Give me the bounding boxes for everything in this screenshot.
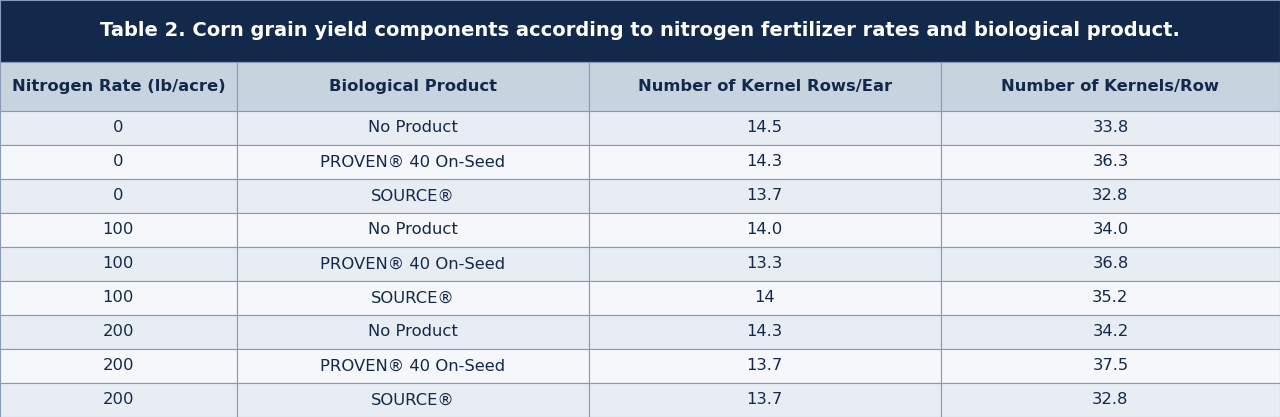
Bar	[589, 315, 941, 349]
Bar	[237, 281, 589, 315]
Text: SOURCE®: SOURCE®	[371, 291, 454, 306]
Text: 33.8: 33.8	[1092, 121, 1129, 136]
Bar	[941, 281, 1280, 315]
Bar	[589, 247, 941, 281]
Text: 13.7: 13.7	[746, 359, 783, 374]
Text: 0: 0	[113, 154, 124, 169]
Text: Number of Kernels/Row: Number of Kernels/Row	[1001, 79, 1220, 94]
Text: 14.3: 14.3	[746, 154, 783, 169]
Text: SOURCE®: SOURCE®	[371, 392, 454, 407]
Bar	[0, 179, 237, 213]
Text: 100: 100	[102, 256, 134, 271]
Text: 13.7: 13.7	[746, 392, 783, 407]
Text: 14: 14	[754, 291, 776, 306]
Text: 200: 200	[102, 359, 134, 374]
Bar	[237, 62, 589, 111]
Text: SOURCE®: SOURCE®	[371, 188, 454, 203]
Text: 34.2: 34.2	[1092, 324, 1129, 339]
Text: 0: 0	[113, 121, 124, 136]
Bar	[941, 62, 1280, 111]
Bar	[941, 247, 1280, 281]
Bar	[237, 247, 589, 281]
Text: 37.5: 37.5	[1092, 359, 1129, 374]
Text: 36.3: 36.3	[1092, 154, 1129, 169]
Bar	[0, 247, 237, 281]
Text: 32.8: 32.8	[1092, 188, 1129, 203]
Text: Table 2. Corn grain yield components according to nitrogen fertilizer rates and : Table 2. Corn grain yield components acc…	[100, 21, 1180, 40]
Bar	[589, 281, 941, 315]
Bar	[237, 383, 589, 417]
Text: 0: 0	[113, 188, 124, 203]
Text: 32.8: 32.8	[1092, 392, 1129, 407]
Bar	[941, 349, 1280, 383]
Bar	[0, 145, 237, 179]
Text: 200: 200	[102, 392, 134, 407]
Text: No Product: No Product	[367, 222, 458, 237]
Bar	[589, 179, 941, 213]
Bar	[0, 0, 1280, 62]
Bar	[0, 315, 237, 349]
Bar	[0, 213, 237, 247]
Bar	[589, 349, 941, 383]
Text: No Product: No Product	[367, 121, 458, 136]
Text: Biological Product: Biological Product	[329, 79, 497, 94]
Bar	[941, 179, 1280, 213]
Bar	[237, 145, 589, 179]
Text: 14.5: 14.5	[746, 121, 783, 136]
Text: 100: 100	[102, 291, 134, 306]
Bar	[941, 111, 1280, 145]
Bar	[0, 62, 237, 111]
Text: 200: 200	[102, 324, 134, 339]
Bar	[237, 349, 589, 383]
Bar	[0, 383, 237, 417]
Text: 13.7: 13.7	[746, 188, 783, 203]
Text: 36.8: 36.8	[1092, 256, 1129, 271]
Bar	[589, 62, 941, 111]
Bar	[589, 111, 941, 145]
Bar	[0, 111, 237, 145]
Bar	[237, 315, 589, 349]
Text: PROVEN® 40 On-Seed: PROVEN® 40 On-Seed	[320, 256, 506, 271]
Bar	[941, 315, 1280, 349]
Bar	[941, 383, 1280, 417]
Text: PROVEN® 40 On-Seed: PROVEN® 40 On-Seed	[320, 359, 506, 374]
Bar	[589, 383, 941, 417]
Text: 14.0: 14.0	[746, 222, 783, 237]
Text: 14.3: 14.3	[746, 324, 783, 339]
Bar	[941, 213, 1280, 247]
Text: 100: 100	[102, 222, 134, 237]
Bar	[237, 179, 589, 213]
Bar	[237, 111, 589, 145]
Bar	[589, 213, 941, 247]
Text: 13.3: 13.3	[746, 256, 783, 271]
Text: Nitrogen Rate (lb/acre): Nitrogen Rate (lb/acre)	[12, 79, 225, 94]
Text: No Product: No Product	[367, 324, 458, 339]
Text: Number of Kernel Rows/Ear: Number of Kernel Rows/Ear	[637, 79, 892, 94]
Text: 35.2: 35.2	[1092, 291, 1129, 306]
Bar	[589, 145, 941, 179]
Text: PROVEN® 40 On-Seed: PROVEN® 40 On-Seed	[320, 154, 506, 169]
Bar	[0, 349, 237, 383]
Bar	[941, 145, 1280, 179]
Bar	[0, 281, 237, 315]
Text: 34.0: 34.0	[1092, 222, 1129, 237]
Bar	[237, 213, 589, 247]
